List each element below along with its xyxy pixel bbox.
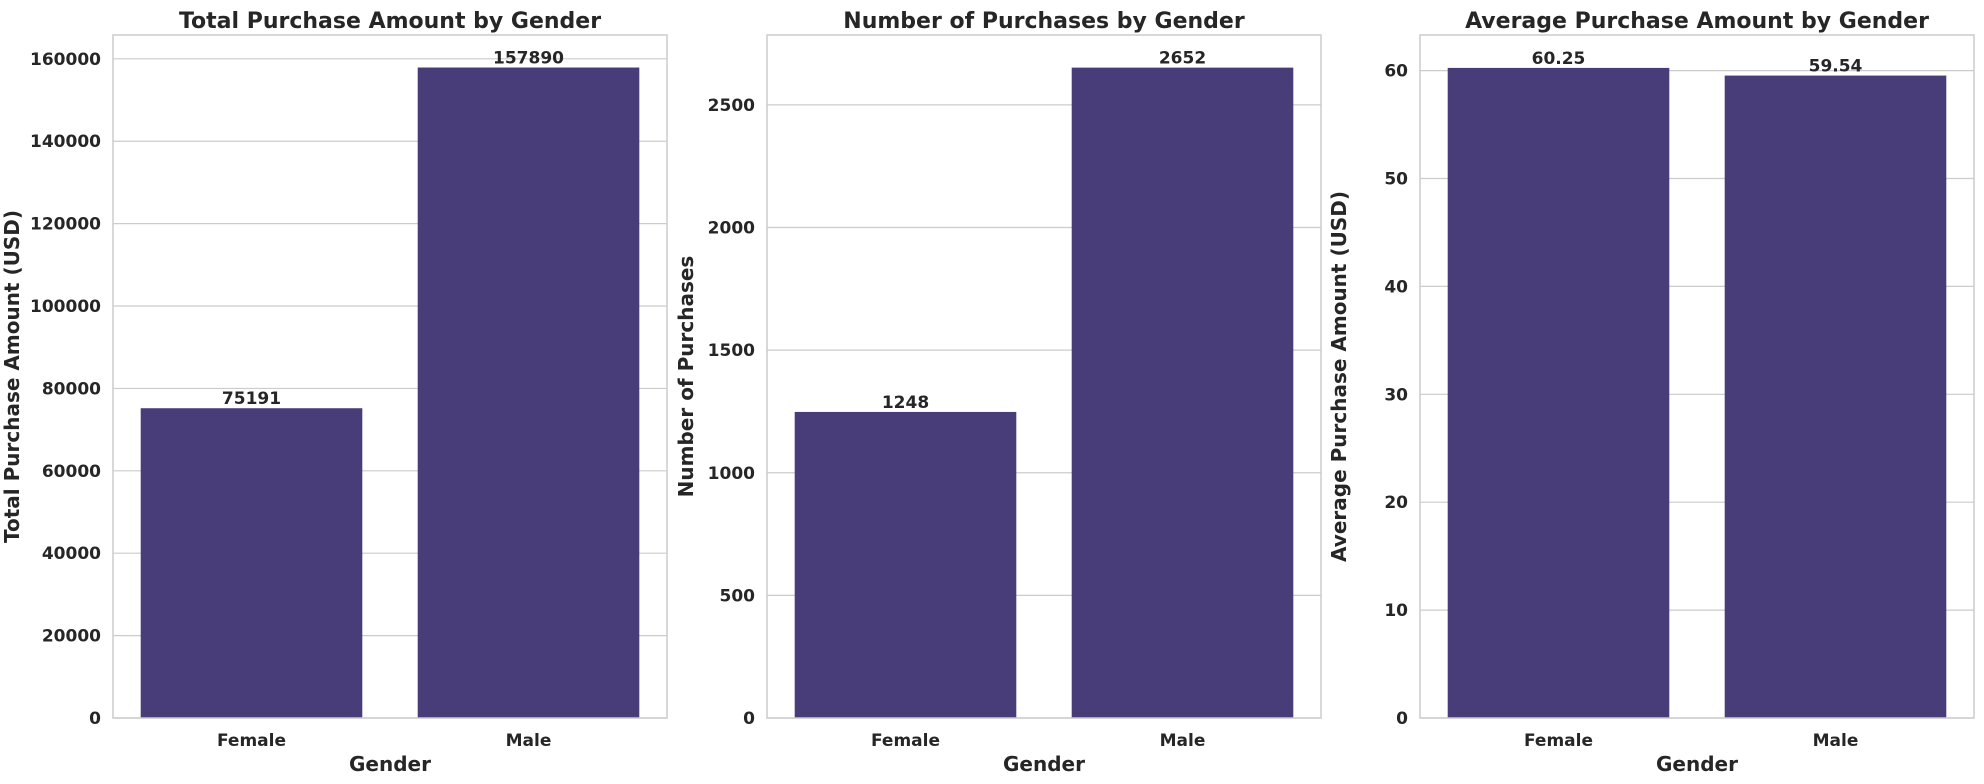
y-tick-label: 20 [1384,493,1408,513]
x-axis-label: Gender [1656,752,1738,776]
y-axis-label: Number of Purchases [674,256,698,498]
bar-female [1447,67,1670,718]
y-tick-label: 30 [1384,385,1408,405]
y-tick-label: 2000 [708,219,755,239]
chart-panel-2: 1248 Female 2652 Male 0 500 1000 1500 2000 2500 Nu… [674,9,1322,776]
y-tick-label: 100000 [30,297,101,317]
chart-panel-1: 75191 Female 157890 Male 0 20000 40000 60000 800… [0,9,668,776]
chart-title: Number of Purchases by Gender [843,9,1245,34]
y-tick-label: 20000 [42,627,101,647]
x-tick-label: Female [1524,731,1593,751]
y-tick-label: 0 [743,709,755,729]
x-tick-label: Male [1160,731,1206,751]
y-tick-label: 40 [1384,277,1408,297]
x-axis-label: Gender [349,752,431,776]
plot-frame [1419,34,1975,719]
y-tick-label: 10 [1384,601,1408,621]
y-tick-label: 500 [720,586,756,606]
y-tick-label: 0 [89,709,101,729]
y-tick-label: 140000 [30,132,101,152]
chart-title: Average Purchase Amount by Gender [1465,9,1929,34]
bar-female [794,411,1017,718]
data-label: 60.25 [1532,49,1586,69]
plot-frame [112,34,668,719]
bar-male [1071,67,1294,718]
y-tick-label: 50 [1384,170,1408,190]
y-tick-label: 120000 [30,215,101,235]
x-tick-label: Female [871,731,940,751]
data-label: 59.54 [1809,57,1863,77]
y-tick-label: 2500 [708,96,755,116]
data-label: 157890 [493,49,564,69]
y-tick-label: 60 [1384,62,1408,82]
bar-female [140,408,363,718]
chart-panel-3: 60.25 Female 59.54 Male 0 10 20 30 40 50 60 Average… [1327,9,1975,776]
x-tick-label: Male [506,731,552,751]
y-tick-label: 1000 [708,464,755,484]
y-axis-label: Average Purchase Amount (USD) [1327,191,1351,562]
bar-male [417,67,640,718]
y-tick-label: 80000 [42,379,101,399]
y-tick-label: 0 [1396,709,1408,729]
x-tick-label: Male [1813,731,1859,751]
chart-title: Total Purchase Amount by Gender [179,9,601,34]
x-axis-label: Gender [1003,752,1085,776]
x-tick-label: Female [217,731,286,751]
data-label: 75191 [222,389,281,409]
y-tick-label: 1500 [708,341,755,361]
y-tick-label: 40000 [42,544,101,564]
y-axis-label: Total Purchase Amount (USD) [0,210,24,543]
y-tick-label: 60000 [42,462,101,482]
bar-male [1724,75,1947,718]
plot-frame [766,34,1322,719]
y-tick-label: 160000 [30,50,101,70]
data-label: 1248 [882,393,929,413]
data-label: 2652 [1159,49,1206,69]
